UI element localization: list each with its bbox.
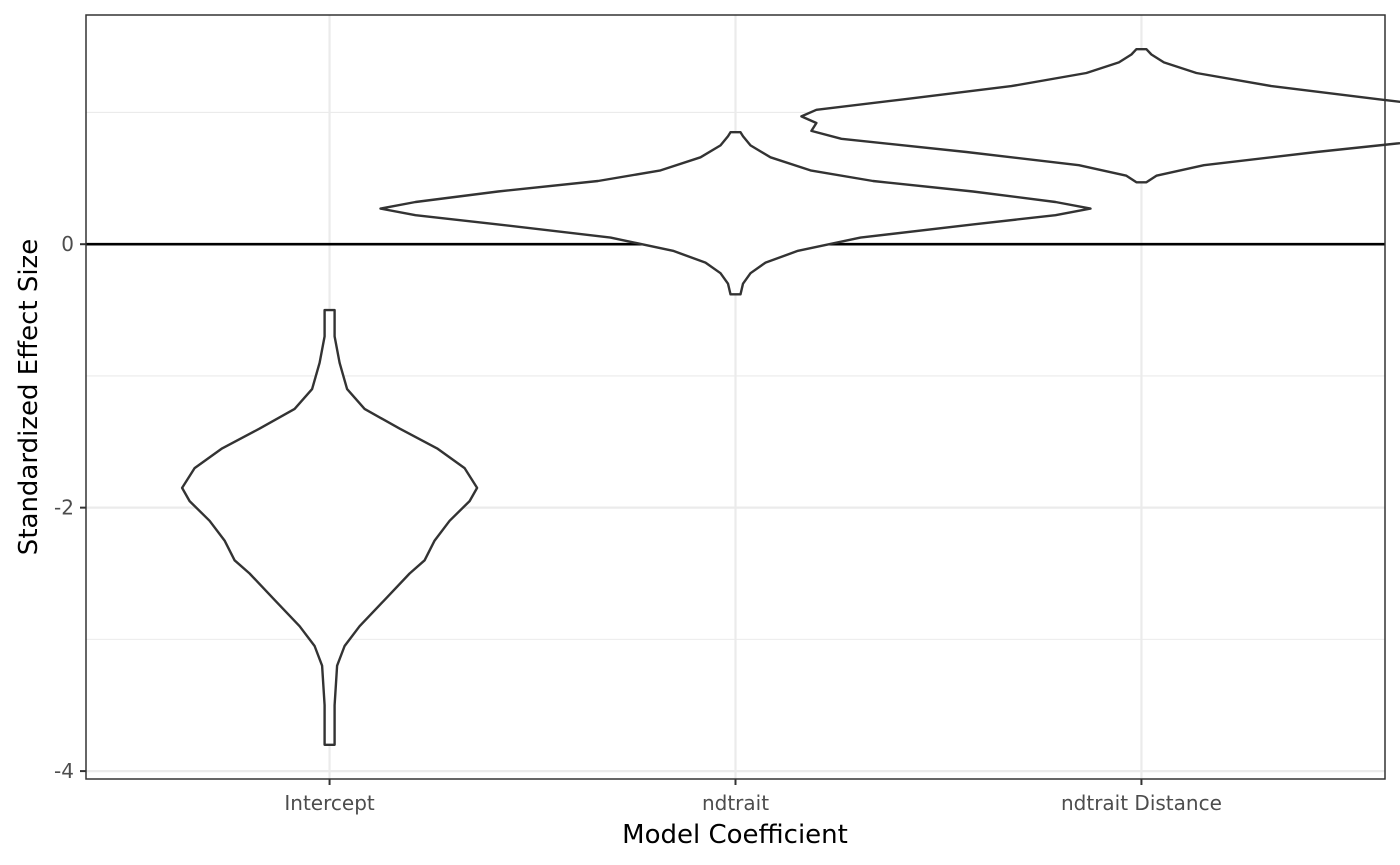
x-axis-title: Model Coefficient [622,820,848,850]
violin-ndtrait-distance [800,48,1400,184]
y-axis-title: Standardized Effect Size [14,239,44,555]
violin-intercept [180,308,479,746]
axes: -4 -2 0 Intercept ndtrait ndtrait Distance [54,232,1222,815]
y-tick-label: -4 [54,759,74,783]
violins [180,48,1400,746]
x-tick-label: Intercept [284,791,375,815]
x-tick-label: ndtrait [702,791,769,815]
violin-ndtrait [379,131,1092,296]
y-tick-label: -2 [54,496,74,520]
y-tick-label: 0 [61,232,74,256]
x-tick-label: ndtrait Distance [1061,791,1222,815]
